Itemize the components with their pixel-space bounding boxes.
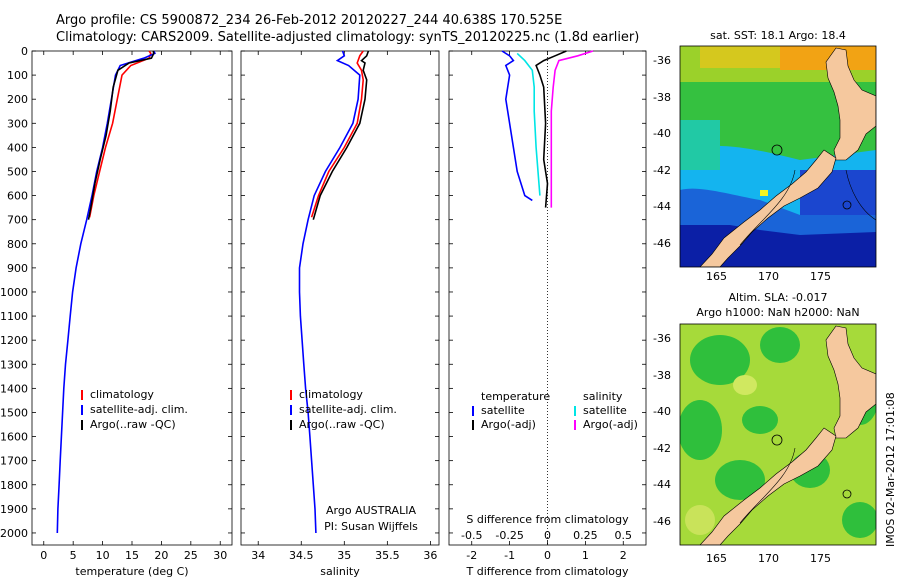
- y-tick-label: 1400: [0, 382, 28, 395]
- x-tick-label-salinity: 35.5: [375, 549, 400, 562]
- lat-tick-label: -38: [653, 90, 671, 104]
- x-tick-label-difference: 1: [582, 549, 589, 562]
- x-tick-label-salinity: 0: [544, 529, 551, 542]
- series-line-difference-2: [516, 52, 541, 196]
- y-tick-label: 800: [7, 238, 28, 251]
- y-tick-label: 900: [7, 262, 28, 275]
- x-tick-label-salinity: -0.5: [461, 529, 482, 542]
- plot-frame-temperature: [31, 50, 233, 546]
- y-tick-label: 400: [7, 141, 28, 154]
- header-line1: Argo profile: CS 5900872_234 26-Feb-2012…: [56, 13, 563, 28]
- y-tick-label: 600: [7, 190, 28, 203]
- lat-tick-label: -40: [653, 127, 671, 140]
- x-tick-label-temperature: 5: [70, 549, 77, 562]
- y-tick-label: 200: [7, 93, 28, 106]
- lat-tick-label: -42: [653, 441, 671, 455]
- series-line-salinity-2: [312, 50, 370, 220]
- x-tick-label-temperature: 10: [96, 549, 110, 562]
- y-tick-label: 700: [7, 214, 28, 227]
- y-tick-label: 100: [7, 69, 28, 82]
- lon-tick-label: 175: [810, 552, 831, 565]
- x-tick-label-temperature: 15: [125, 549, 139, 562]
- lon-tick-label: 175: [810, 270, 831, 283]
- legend-label-temperature: satellite: [481, 404, 525, 417]
- y-tick-label: 1600: [0, 431, 28, 444]
- legend-group-temperature: temperature: [481, 390, 550, 403]
- series-line-difference-3: [550, 50, 594, 208]
- y-tick-label: 1800: [0, 479, 28, 492]
- y-tick-label: 1700: [0, 455, 28, 468]
- x-tick-label-salinity: -0.25: [495, 529, 523, 542]
- x-tick-label-temperature: 0: [40, 549, 47, 562]
- series-line-salinity-0: [310, 50, 365, 218]
- lat-tick-label: -36: [653, 54, 671, 67]
- series-line-difference-0: [501, 50, 533, 202]
- sst-map-title: sat. SST: 18.1 Argo: 18.4: [710, 29, 846, 42]
- y-tick-label: 1500: [0, 406, 28, 419]
- x-tick-label-difference: 2: [620, 549, 627, 562]
- legend-label-temperature: satellite-adj. clim.: [90, 403, 188, 416]
- sla-map-title-2: Argo h1000: NaN h2000: NaN: [696, 306, 860, 319]
- header-line2: Climatology: CARS2009. Satellite-adjuste…: [56, 30, 640, 45]
- annotation-line-2: PI: Susan Wijffels: [324, 520, 418, 533]
- y-tick-label: 1900: [0, 503, 28, 516]
- lat-tick-label: -46: [653, 236, 671, 250]
- x-tick-label-difference: -1: [504, 549, 515, 562]
- series-line-temperature-0: [88, 50, 152, 218]
- x-axis-label-difference: T difference from climatology: [466, 565, 629, 578]
- x-tick-label-temperature: 25: [184, 549, 198, 562]
- y-tick-label: 300: [7, 117, 28, 130]
- x-tick-label-salinity: 34: [251, 549, 265, 562]
- sla-map-title-1: Altim. SLA: -0.017: [728, 291, 828, 304]
- x-tick-label-salinity: 36: [423, 549, 437, 562]
- legend-label-salinity: Argo(-adj): [583, 418, 638, 431]
- y-tick-label: 1000: [0, 286, 28, 299]
- y-tick-label: 1200: [0, 334, 28, 347]
- y-tick-label: 2000: [0, 527, 28, 540]
- lat-tick-label: -42: [653, 163, 671, 177]
- x-tick-label-temperature: 30: [213, 549, 227, 562]
- legend-label-salinity: satellite: [583, 404, 627, 417]
- lon-tick-label: 165: [706, 270, 727, 283]
- legend-label-temperature: Argo(..raw -QC): [90, 418, 176, 431]
- legend-label-salinity: climatology: [299, 388, 363, 401]
- series-line-salinity-1: [298, 50, 361, 534]
- x-axis-label-top: S difference from climatology: [466, 513, 629, 526]
- legend-label-salinity: Argo(..raw -QC): [299, 418, 385, 431]
- x-tick-label-salinity: 0.5: [615, 529, 633, 542]
- legend-group-salinity: salinity: [583, 390, 623, 403]
- x-axis-label-salinity: salinity: [320, 565, 360, 578]
- lat-tick-label: -38: [653, 368, 671, 382]
- legend-label-temperature: climatology: [90, 388, 154, 401]
- lat-tick-label: -44: [653, 200, 671, 213]
- lon-tick-label: 170: [758, 270, 779, 283]
- lat-tick-label: -44: [653, 478, 671, 491]
- x-tick-label-difference: -2: [466, 549, 477, 562]
- series-line-temperature-2: [87, 50, 155, 220]
- series-line-difference-1: [535, 50, 567, 208]
- y-tick-label: 0: [21, 45, 28, 58]
- lat-tick-label: -46: [653, 514, 671, 528]
- x-axis-label-temperature: temperature (deg C): [75, 565, 188, 578]
- legend-label-salinity: satellite-adj. clim.: [299, 403, 397, 416]
- lat-tick-label: -40: [653, 405, 671, 418]
- legend-label-temperature: Argo(-adj): [481, 418, 536, 431]
- x-tick-label-salinity: 0.25: [573, 529, 598, 542]
- x-tick-label-salinity: 34.5: [289, 549, 314, 562]
- x-tick-label-salinity: 35: [337, 549, 351, 562]
- x-tick-label-difference: 0: [544, 549, 551, 562]
- y-tick-label: 1100: [0, 310, 28, 323]
- lon-tick-label: 165: [706, 552, 727, 565]
- y-tick-label: 1300: [0, 358, 28, 371]
- y-tick-label: 500: [7, 165, 28, 178]
- lat-tick-label: -36: [653, 332, 671, 345]
- x-tick-label-temperature: 20: [154, 549, 168, 562]
- annotation-line-1: Argo AUSTRALIA: [326, 504, 416, 517]
- plot-frame-salinity: [240, 50, 440, 546]
- credit-label: IMOS 02-Mar-2012 17:01:08: [884, 392, 897, 547]
- lon-tick-label: 170: [758, 552, 779, 565]
